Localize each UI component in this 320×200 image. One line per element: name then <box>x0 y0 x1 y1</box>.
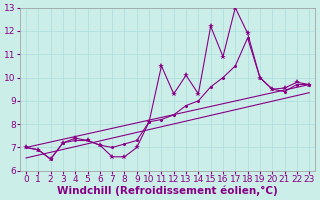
X-axis label: Windchill (Refroidissement éolien,°C): Windchill (Refroidissement éolien,°C) <box>57 185 278 196</box>
